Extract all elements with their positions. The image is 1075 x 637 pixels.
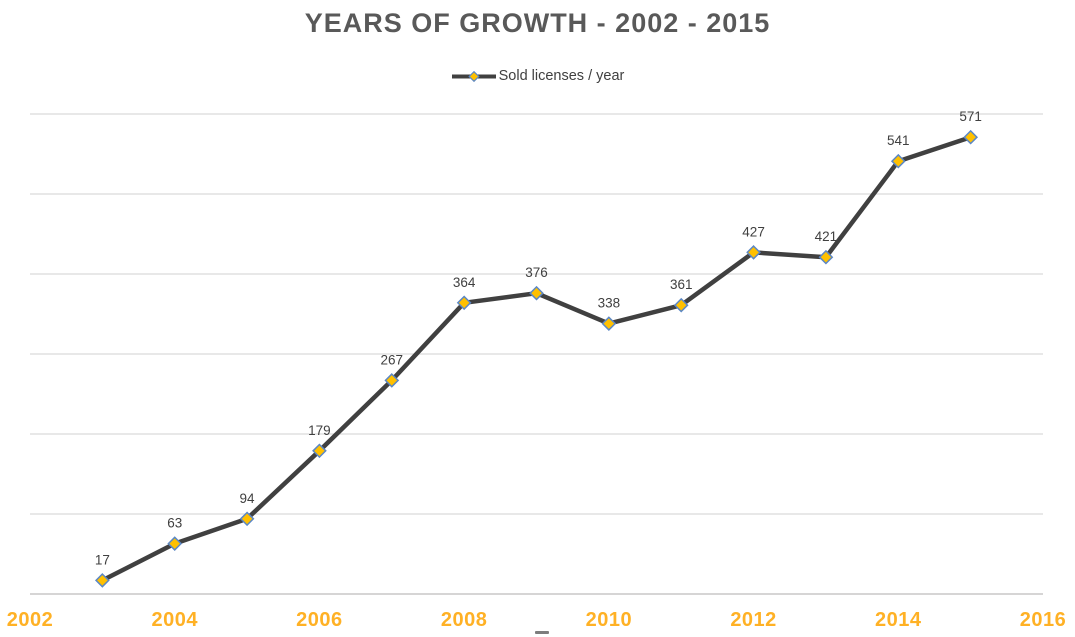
data-point-label: 17 [95, 552, 110, 567]
chart-title: YEARS OF GROWTH - 2002 - 2015 [304, 8, 771, 38]
data-point-marker [601, 316, 617, 331]
data-point-label: 421 [815, 229, 838, 244]
data-point-marker [673, 297, 689, 313]
data-point-label: 376 [525, 265, 548, 280]
x-axis-tick-label: 2010 [586, 609, 633, 631]
data-point-marker [456, 295, 472, 311]
data-point-marker [384, 373, 400, 388]
data-point-marker [94, 573, 110, 588]
data-point-label: 63 [167, 516, 182, 531]
data-point-marker [312, 443, 327, 459]
x-axis-tick-label: 2012 [730, 609, 777, 631]
data-point-label: 364 [453, 275, 476, 290]
data-point-marker [167, 536, 183, 551]
data-point-marker [746, 245, 761, 260]
x-axis-tick-label: 2008 [441, 609, 488, 631]
x-axis-tick-label: 2014 [875, 609, 922, 631]
x-axis-tick-label: 2004 [151, 609, 198, 631]
cropped-shape-artifact [535, 631, 549, 634]
legend: Sold licenses / year [0, 66, 1075, 86]
data-point-label: 361 [670, 277, 693, 292]
data-point-label: 94 [240, 491, 256, 506]
data-point-label: 267 [381, 352, 404, 367]
x-axis-tick-label: 2002 [7, 609, 54, 631]
data-point-marker [239, 511, 255, 527]
data-point-label: 571 [959, 109, 982, 124]
data-point-marker [963, 129, 979, 145]
data-point-marker [818, 249, 834, 265]
data-point-label: 338 [598, 296, 621, 311]
data-point-label: 427 [742, 224, 765, 239]
data-point-marker [529, 285, 544, 301]
x-axis-tick-label: 2016 [1020, 609, 1067, 631]
data-point-label: 179 [308, 423, 331, 438]
data-point-label: 541 [887, 133, 910, 148]
x-axis-tick-label: 2006 [296, 609, 343, 631]
legend-line-diamond-icon [451, 70, 496, 82]
legend-label: Sold licenses / year [498, 68, 625, 84]
data-point-marker [890, 153, 906, 169]
